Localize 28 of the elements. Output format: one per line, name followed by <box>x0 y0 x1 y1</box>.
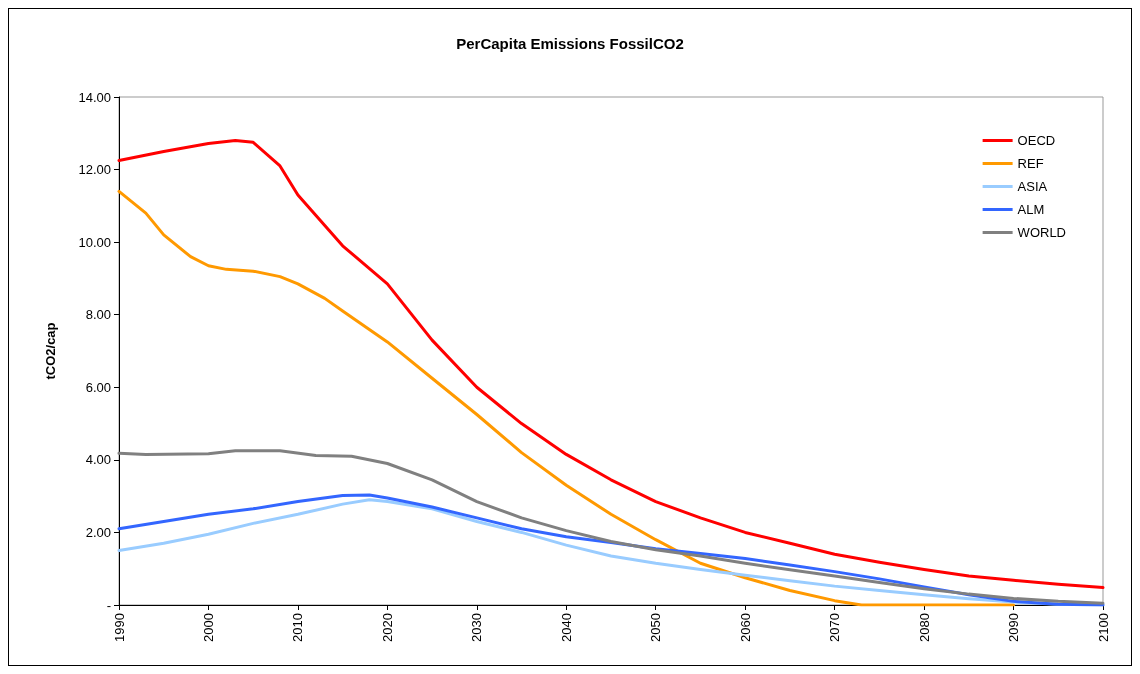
x-tick-label: 2080 <box>916 613 932 642</box>
x-tick-label: 2070 <box>827 613 843 642</box>
y-tick-label: 12.00 <box>78 162 111 178</box>
legend-label: OECD <box>1017 133 1056 148</box>
y-tick-label: 4.00 <box>85 452 111 468</box>
legend-label: ALM <box>1017 202 1045 217</box>
x-tick-label: 2100 <box>1095 613 1111 642</box>
x-tick-label: 2020 <box>379 613 395 642</box>
chart-title: PerCapita Emissions FossilCO2 <box>456 35 684 52</box>
x-tick-label: 2050 <box>648 613 664 642</box>
legend-label: ASIA <box>1017 179 1048 194</box>
legend-label: REF <box>1017 156 1044 171</box>
y-tick-label: 2.00 <box>85 524 111 540</box>
x-tick-label: 1990 <box>111 613 127 642</box>
y-tick-label: 8.00 <box>85 307 111 323</box>
x-tick-label: 2040 <box>558 613 574 642</box>
legend-label: WORLD <box>1017 225 1066 240</box>
x-tick-label: 2000 <box>200 613 216 642</box>
y-axis-title: tCO2/cap <box>43 322 58 380</box>
y-tick-label: 10.00 <box>78 234 111 250</box>
y-tick-label: 14.00 <box>78 89 111 105</box>
line-series <box>117 189 1016 607</box>
x-tick-label: 2060 <box>737 613 753 642</box>
x-tick-label: 2010 <box>290 613 306 642</box>
y-tick-label: 6.00 <box>85 379 111 395</box>
x-tick-label: 2030 <box>469 613 485 642</box>
y-tick-label: - <box>106 597 111 613</box>
x-tick-label: 2090 <box>1006 613 1022 642</box>
